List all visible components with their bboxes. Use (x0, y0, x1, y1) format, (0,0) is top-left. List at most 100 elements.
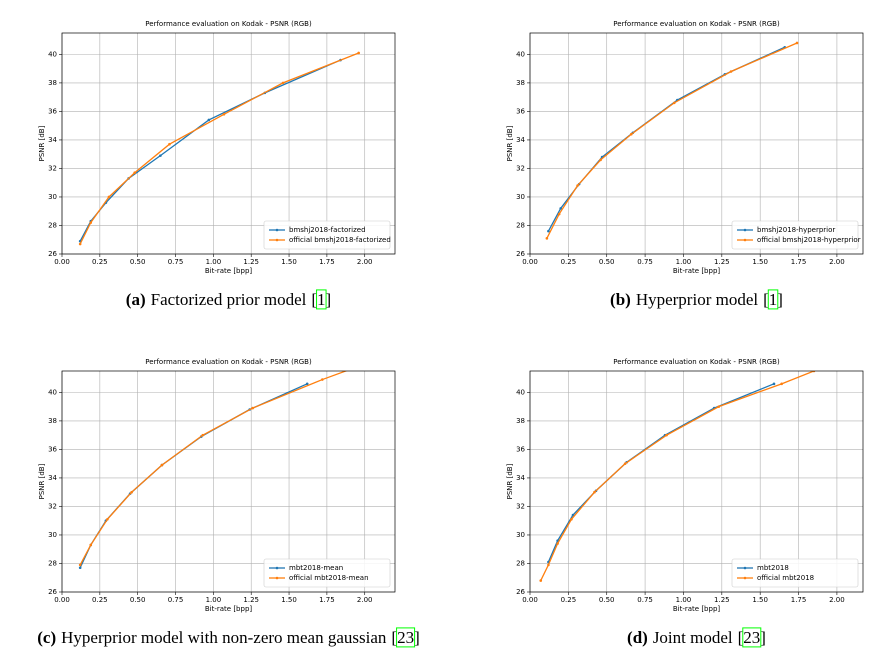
y-tick-label: 38 (516, 417, 525, 425)
axes-frame (529, 370, 864, 593)
x-tick-label: 1.75 (791, 258, 807, 266)
x-tick-label: 0.50 (130, 258, 146, 266)
point (571, 513, 575, 517)
y-tick-label: 40 (48, 50, 57, 58)
legend-label: official mbt2018 (757, 574, 814, 582)
x-tick-label: 1.00 (676, 596, 692, 604)
point (672, 101, 676, 105)
legend-marker (275, 238, 279, 242)
x-tick-label: 1.50 (752, 258, 768, 266)
x-tick-label: 1.00 (676, 258, 692, 266)
point (593, 490, 596, 494)
chart-title: Performance evaluation on Kodak - PSNR (… (613, 358, 780, 366)
x-tick-label: 0.25 (561, 258, 577, 266)
x-tick-label: 0.00 (522, 596, 538, 604)
y-tick-label: 36 (516, 107, 525, 115)
y-tick-label: 26 (48, 588, 57, 596)
y-tick-label: 32 (516, 502, 525, 510)
y-tick-label: 30 (516, 531, 525, 539)
y-axis-label: PSNR [dB] (38, 125, 46, 161)
ref-box (396, 627, 416, 648)
ref-box (742, 627, 762, 648)
point (348, 368, 351, 371)
point (168, 142, 171, 146)
series-line (540, 371, 815, 581)
y-tick-label: 40 (516, 388, 525, 396)
x-tick-label: 0.75 (168, 596, 184, 604)
x-tick-label: 0.50 (130, 596, 146, 604)
ref-box (316, 289, 327, 310)
caption-ref: [23] (391, 628, 419, 647)
x-tick-label: 1.50 (752, 596, 768, 604)
y-tick-label: 38 (48, 79, 57, 87)
series-line (79, 52, 359, 245)
point (539, 579, 543, 582)
chart-title: Performance evaluation on Kodak - PSNR (… (145, 20, 312, 28)
chart: Performance evaluation on Kodak - PSNR (… (38, 20, 396, 310)
caption-label: (d) (627, 628, 648, 647)
axes-frame (61, 32, 396, 255)
x-tick-label: 1.50 (281, 258, 297, 266)
x-axis-label: Bit-rate [bpp] (673, 605, 721, 613)
x-tick-label: 1.00 (206, 258, 222, 266)
y-tick-label: 30 (48, 193, 57, 201)
x-tick-label: 0.25 (92, 258, 108, 266)
caption-label: (b) (610, 290, 631, 309)
point (629, 132, 633, 136)
legend-label: official bmshj2018-factorized (289, 236, 391, 244)
point (557, 212, 561, 216)
y-axis-label: PSNR [dB] (38, 463, 46, 499)
legend-marker (275, 228, 279, 232)
y-tick-label: 26 (516, 250, 525, 258)
point (717, 405, 721, 408)
ref-box (767, 289, 779, 310)
legend-marker (743, 238, 747, 242)
caption: (b) Hyperprior model [1] (610, 290, 783, 309)
point (547, 563, 550, 567)
x-axis-label: Bit-rate [bpp] (205, 605, 253, 613)
x-axis-label: Bit-rate [bpp] (205, 267, 253, 275)
x-tick-label: 0.75 (637, 596, 653, 604)
y-tick-label: 26 (516, 588, 525, 596)
x-axis-label: Bit-rate [bpp] (673, 267, 721, 275)
point (222, 112, 226, 116)
caption-text: Joint model (653, 628, 733, 647)
chart: Performance evaluation on Kodak - PSNR (… (37, 358, 420, 648)
y-tick-label: 34 (516, 474, 525, 482)
y-tick-label: 32 (48, 502, 57, 510)
x-tick-label: 0.50 (599, 596, 615, 604)
point (305, 382, 309, 386)
y-tick-label: 38 (516, 79, 525, 87)
caption: (c) Hyperprior model with non-zero mean g… (37, 628, 419, 647)
axes-frame (61, 370, 396, 593)
y-tick-label: 40 (48, 388, 57, 396)
caption-text: Hyperprior model (636, 290, 759, 309)
x-tick-label: 1.25 (714, 258, 730, 266)
point (545, 237, 549, 240)
legend-label: official mbt2018-mean (289, 574, 369, 582)
point (159, 154, 162, 157)
x-tick-label: 0.25 (561, 596, 577, 604)
point (780, 382, 783, 386)
y-tick-label: 32 (48, 164, 57, 172)
series-line (547, 383, 775, 563)
caption-text: Factorized prior model (151, 290, 307, 309)
legend-marker (743, 228, 747, 232)
legend-box (263, 220, 391, 250)
y-tick-label: 34 (48, 136, 57, 144)
caption-label: (a) (126, 290, 146, 309)
point (547, 229, 550, 233)
point (78, 566, 82, 570)
y-tick-label: 28 (48, 221, 57, 229)
legend-marker (275, 566, 279, 570)
point (729, 70, 733, 73)
x-tick-label: 0.00 (522, 258, 538, 266)
legend-label: bmshj2018-hyperprior (757, 226, 835, 234)
x-tick-label: 1.75 (791, 596, 807, 604)
x-tick-label: 2.00 (829, 596, 845, 604)
x-tick-label: 2.00 (357, 258, 373, 266)
point (107, 195, 111, 199)
point (78, 563, 82, 567)
caption: (a) Factorized prior model [1] (126, 290, 331, 309)
